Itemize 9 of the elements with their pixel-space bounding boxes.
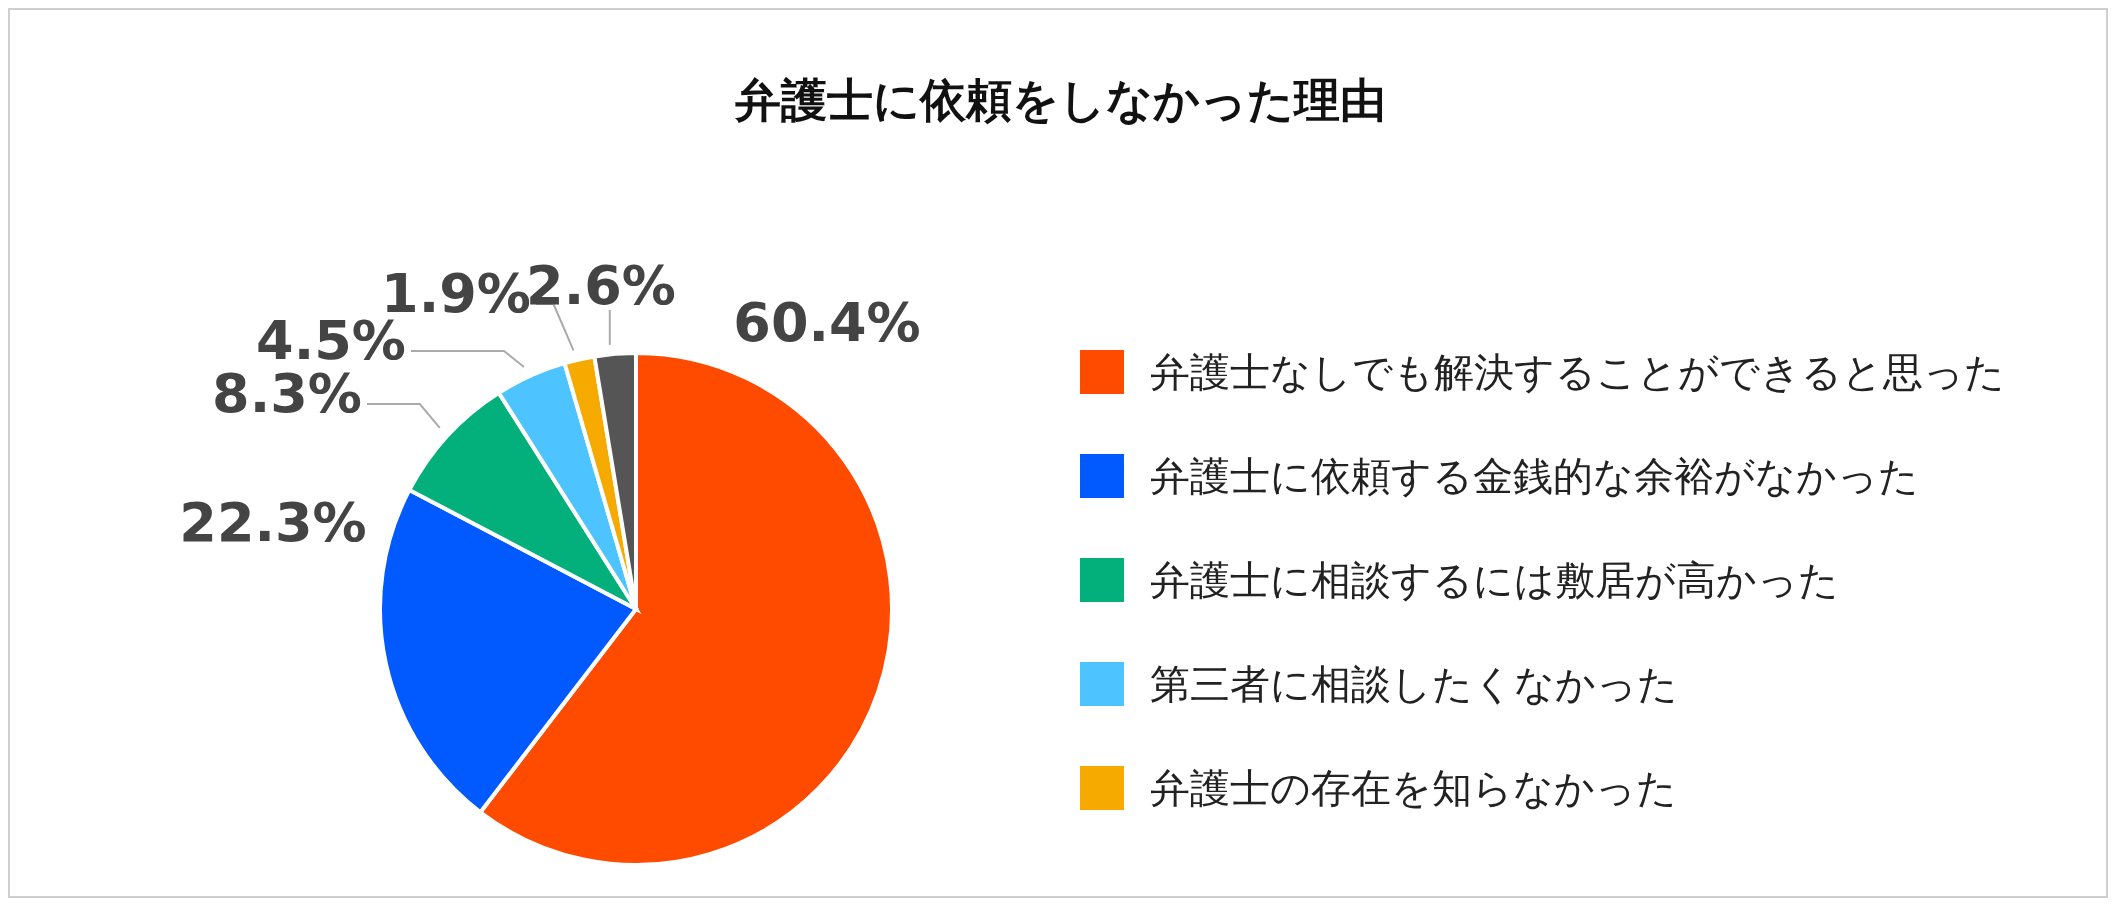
data-label: 8.3%: [212, 362, 362, 425]
legend-label: 弁護士なしでも解決することができると思った: [1150, 347, 2005, 397]
data-label: 22.3%: [179, 491, 367, 554]
chart-title: 弁護士に依頼をしなかった理由: [733, 72, 1387, 129]
legend-label: 弁護士に依頼する金銭的な余裕がなかった: [1150, 451, 1919, 501]
data-label: 60.4%: [733, 291, 921, 354]
legend-label: 弁護士の存在を知らなかった: [1150, 763, 1677, 813]
legend-label: 弁護士に相談するには敷居が高かった: [1150, 555, 1839, 605]
legend-label: 第三者に相談したくなかった: [1150, 659, 1678, 709]
